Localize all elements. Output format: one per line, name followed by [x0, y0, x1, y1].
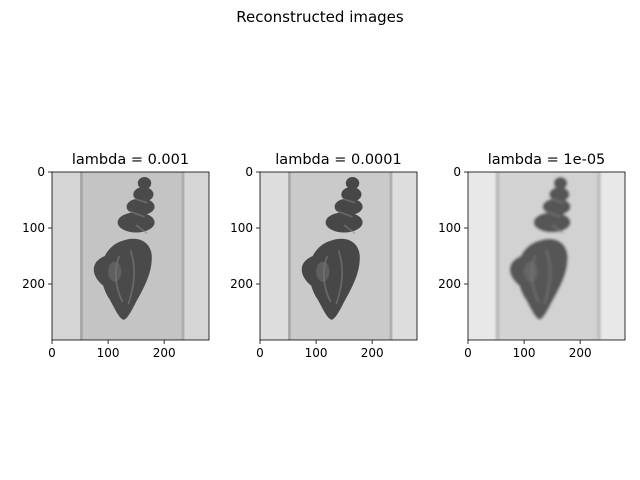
subplot-title: lambda = 0.001	[72, 152, 189, 168]
x-tick-label: 100	[513, 346, 536, 360]
x-tick-label: 0	[464, 346, 472, 360]
shell-internal-ridges	[322, 198, 356, 305]
band-edge-right	[389, 172, 393, 340]
image-content	[496, 172, 601, 340]
x-tick-label: 200	[569, 346, 592, 360]
band-edge-right	[597, 172, 601, 340]
reconstructed-image	[52, 172, 209, 340]
band-edge-left	[496, 172, 499, 340]
shell-whorl-4	[117, 212, 155, 233]
x-tick-label: 0	[48, 346, 56, 360]
shell-whorl-2	[341, 187, 362, 202]
y-tick-label: 0	[453, 165, 461, 179]
shell-whorl-4	[325, 212, 363, 233]
x-tick-label: 0	[256, 346, 264, 360]
y-tick-label: 0	[245, 165, 253, 179]
subplot-grid: 0 100 200 0 100 200 lambda = 0.001 0 100 200 0 100 2…	[22, 152, 626, 360]
band-edge-left	[288, 172, 291, 340]
y-tick-label: 0	[37, 165, 45, 179]
reconstructed-image	[468, 172, 625, 340]
shell-whorl-2	[133, 187, 154, 202]
y-tick-label: 200	[438, 277, 461, 291]
axes-frame	[259, 171, 418, 341]
shell-whorl-1	[345, 177, 360, 190]
shell-whorl-3	[542, 198, 571, 216]
shell-body	[101, 238, 152, 320]
subplot-3: 0 100 200 0 100 200 lambda = 1e-05	[438, 152, 626, 360]
band-edge-right	[181, 172, 185, 340]
shell-chamber-highlight	[524, 261, 538, 282]
shell-chamber-highlight	[108, 261, 122, 282]
shell-whorl-1	[553, 177, 568, 190]
x-tick-label: 200	[153, 346, 176, 360]
shell-internal-ridges	[114, 198, 148, 305]
shell-body	[309, 238, 360, 320]
shell-whorl-1	[137, 177, 152, 190]
shell-whorl-3	[126, 198, 155, 216]
reconstructed-image	[260, 172, 417, 340]
shell-chamber-highlight	[316, 261, 330, 282]
axes-frame	[51, 171, 210, 341]
shell-object	[301, 177, 363, 320]
subplot-title: lambda = 1e-05	[488, 152, 606, 168]
x-tick-label: 100	[97, 346, 120, 360]
image-content	[288, 172, 393, 340]
shell-object	[93, 177, 155, 320]
y-tick-label: 200	[230, 277, 253, 291]
shell-lip	[93, 256, 118, 289]
shell-body	[517, 238, 568, 320]
subplot-1: 0 100 200 0 100 200 lambda = 0.001	[22, 152, 210, 360]
y-tick-label: 100	[438, 221, 461, 235]
shell-whorl-2	[549, 187, 570, 202]
subplot-title: lambda = 0.0001	[275, 152, 401, 168]
x-tick-label: 100	[305, 346, 328, 360]
axes-frame	[467, 171, 626, 341]
shell-lip	[301, 256, 326, 289]
figure-suptitle: Reconstructed images	[236, 8, 404, 26]
y-tick-label: 100	[22, 221, 45, 235]
shell-object	[509, 177, 571, 320]
y-tick-label: 200	[22, 277, 45, 291]
shell-whorl-3	[334, 198, 363, 216]
y-tick-label: 100	[230, 221, 253, 235]
shell-lip	[509, 256, 534, 289]
x-tick-label: 200	[361, 346, 384, 360]
shell-whorl-4	[533, 212, 571, 233]
band-edge-left	[80, 172, 83, 340]
subplot-2: 0 100 200 0 100 200 lambda = 0.0001	[230, 152, 418, 360]
image-content	[80, 172, 185, 340]
